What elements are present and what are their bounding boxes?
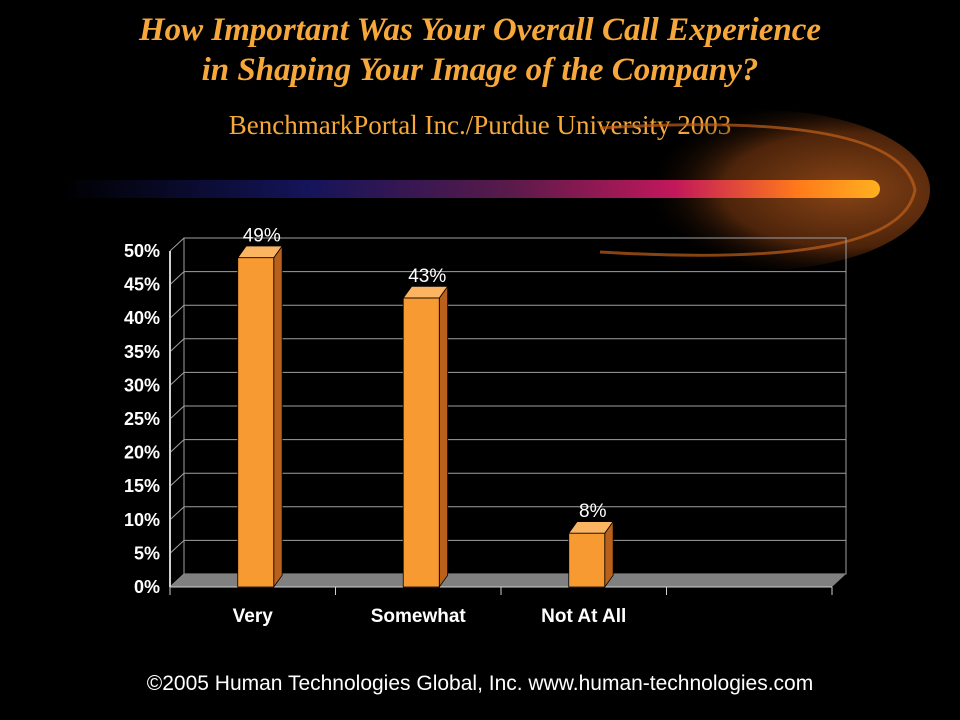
x-category-label: Very — [233, 606, 274, 627]
plot-floor — [170, 574, 846, 587]
y-tick-label: 20% — [124, 443, 160, 463]
y-tick-label: 10% — [124, 510, 160, 530]
data-label: 49% — [243, 226, 281, 247]
gridline-depth — [169, 304, 185, 319]
bar-top — [567, 521, 614, 534]
gridline-depth — [169, 271, 185, 285]
plot-area: 0% 5% 10% 15% 20% 25% 30% 35% 40% 45% 50% 49% Very 43… — [124, 226, 847, 627]
gridline-depth — [169, 405, 185, 420]
y-tick-label: 30% — [124, 375, 160, 395]
data-label: 43% — [408, 266, 446, 287]
y-tick-label: 5% — [134, 543, 160, 563]
title-line-2: in Shaping Your Image of the Company? — [201, 52, 759, 88]
bar-top — [402, 285, 449, 299]
y-tick-label: 35% — [124, 342, 160, 362]
bar — [402, 297, 440, 588]
y-tick-label: 50% — [124, 241, 160, 261]
data-label: 8% — [579, 501, 607, 522]
gridline-depth — [169, 439, 185, 453]
bar-top — [236, 245, 283, 259]
gridline-depth — [169, 506, 185, 521]
x-category-label: Not At All — [541, 606, 626, 627]
bar-side — [273, 244, 283, 589]
gridline-depth — [169, 372, 185, 386]
footer-copyright: ©2005 Human Technologies Global, Inc. ww… — [146, 672, 814, 695]
slide-title: How Important Was Your Overall Call Expe… — [0, 10, 960, 90]
title-line-1: How Important Was Your Overall Call Expe… — [138, 12, 822, 48]
bar-side — [438, 285, 449, 589]
bar — [237, 257, 275, 588]
decorative-comet — [60, 110, 930, 270]
gridline-depth — [169, 472, 185, 487]
y-tick-label: 45% — [124, 275, 160, 295]
y-tick-label: 15% — [124, 476, 160, 496]
x-category-label: Somewhat — [371, 606, 467, 627]
y-tick-label: 40% — [124, 308, 160, 328]
gridline-depth — [169, 338, 185, 353]
y-tick-label: 0% — [134, 577, 160, 597]
y-tick-label: 25% — [124, 409, 160, 429]
gridline-depth — [169, 540, 185, 554]
bar — [568, 532, 606, 588]
gridline-depth — [169, 237, 185, 252]
